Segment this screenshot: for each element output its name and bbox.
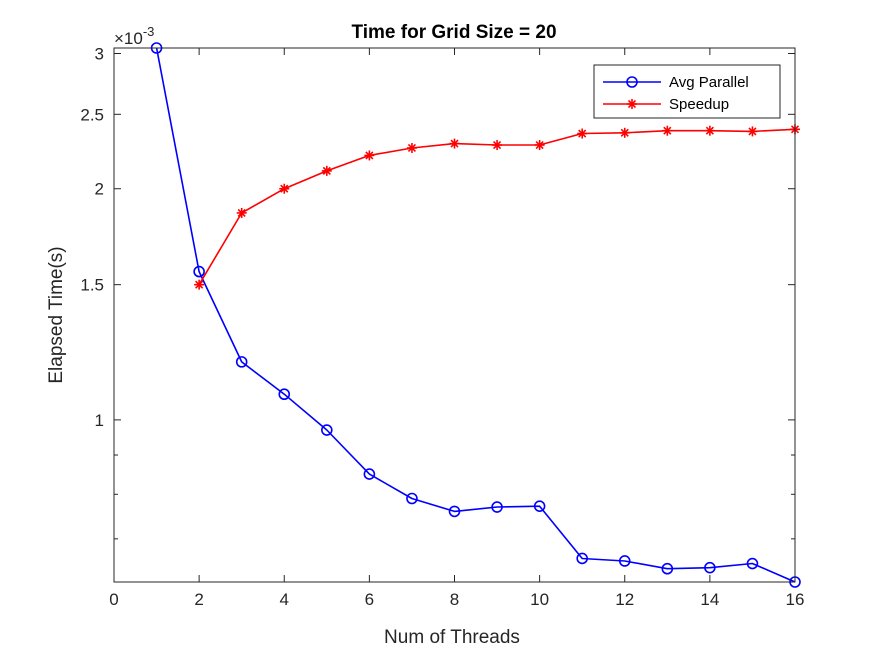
y-tick-label: 2 xyxy=(95,180,104,199)
y-exponent-power: -3 xyxy=(143,24,155,39)
data-point-avg-parallel xyxy=(704,561,716,574)
x-tick-label: 10 xyxy=(530,590,549,609)
series-layer xyxy=(150,42,801,588)
data-point-speedup xyxy=(321,165,332,176)
x-tick-label: 12 xyxy=(615,590,634,609)
x-axis-label: Num of Threads xyxy=(384,627,520,648)
data-point-speedup xyxy=(534,140,545,151)
plot-background xyxy=(114,48,795,582)
data-point-avg-parallel xyxy=(321,424,333,436)
data-point-avg-parallel xyxy=(491,501,503,513)
x-tick-label: 16 xyxy=(786,590,805,609)
data-point-speedup xyxy=(619,127,630,138)
x-tick-label: 6 xyxy=(365,590,374,609)
legend-marker-speedup xyxy=(627,99,637,109)
legend-label-speedup: Speedup xyxy=(669,96,729,113)
chart-title: Time for Grid Size = 20 xyxy=(351,22,556,43)
data-point-speedup xyxy=(449,138,460,149)
data-point-speedup xyxy=(747,126,758,137)
data-point-avg-parallel xyxy=(235,356,248,368)
data-point-speedup xyxy=(194,279,205,290)
data-point-speedup xyxy=(236,207,247,218)
x-tick-label: 2 xyxy=(194,590,203,609)
data-point-avg-parallel xyxy=(363,468,376,480)
data-point-speedup xyxy=(577,128,588,139)
data-point-speedup xyxy=(364,150,375,161)
y-exponent-label: ×10-3 xyxy=(114,24,154,48)
data-point-avg-parallel xyxy=(278,388,291,401)
legend-label-avg-parallel: Avg Parallel xyxy=(669,74,749,91)
data-point-avg-parallel xyxy=(448,505,461,518)
legend-marker-avg-parallel xyxy=(626,76,638,88)
y-tick-label: 1.5 xyxy=(80,276,104,295)
data-point-speedup xyxy=(704,125,715,136)
x-tick-label: 14 xyxy=(700,590,719,609)
y-tick-label: 2.5 xyxy=(80,105,104,124)
data-point-avg-parallel xyxy=(576,552,588,565)
x-tick-label: 0 xyxy=(109,590,118,609)
y-axis-label: Elapsed Time(s) xyxy=(46,246,67,383)
series-line-avg-parallel xyxy=(155,47,796,583)
data-point-avg-parallel xyxy=(193,265,205,278)
x-tick-label: 4 xyxy=(280,590,289,609)
plot-box xyxy=(113,47,796,583)
data-point-avg-parallel xyxy=(618,555,631,567)
data-point-speedup xyxy=(492,140,503,151)
data-point-speedup xyxy=(279,183,290,194)
data-point-avg-parallel xyxy=(661,562,674,575)
y-exponent-base: ×10 xyxy=(114,29,143,48)
data-point-avg-parallel xyxy=(406,492,418,505)
data-point-avg-parallel xyxy=(533,500,546,512)
legend: Avg Parallel Speedup xyxy=(593,64,781,119)
data-point-avg-parallel xyxy=(746,557,759,570)
x-tick-label: 8 xyxy=(450,590,459,609)
data-point-speedup xyxy=(662,125,673,136)
legend-box xyxy=(593,64,781,119)
y-tick-label: 3 xyxy=(95,45,104,64)
data-point-speedup xyxy=(406,142,417,153)
y-tick-label: 1 xyxy=(95,411,104,430)
